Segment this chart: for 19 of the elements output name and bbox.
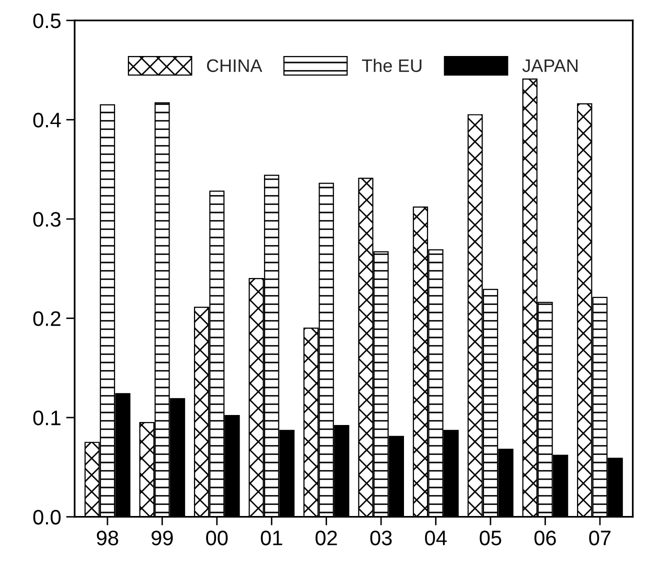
legend-label: The EU [362, 58, 422, 72]
y-tick-label: 0.3 [33, 212, 61, 227]
y-tick-label: 0.0 [33, 510, 61, 525]
x-tick-label: 06 [534, 530, 556, 546]
x-tick-label: 03 [370, 530, 392, 546]
x-tick-label: 05 [480, 530, 502, 546]
x-tick-label: 00 [206, 530, 228, 546]
y-tick-label: 0.1 [33, 410, 60, 426]
legend-label: CHINA [207, 59, 262, 72]
x-tick-label: 01 [260, 530, 282, 546]
x-tick-label: 99 [152, 530, 173, 546]
legend-label: JAPAN [522, 59, 578, 72]
y-tick-label: 0.5 [33, 13, 61, 28]
x-tick-label: 07 [589, 530, 610, 546]
x-tick-label: 04 [425, 530, 447, 546]
y-tick-label: 0.2 [33, 311, 60, 326]
y-tick-label: 0.4 [33, 112, 61, 128]
x-tick-label: 02 [316, 530, 337, 546]
x-tick-label: 98 [96, 530, 118, 546]
